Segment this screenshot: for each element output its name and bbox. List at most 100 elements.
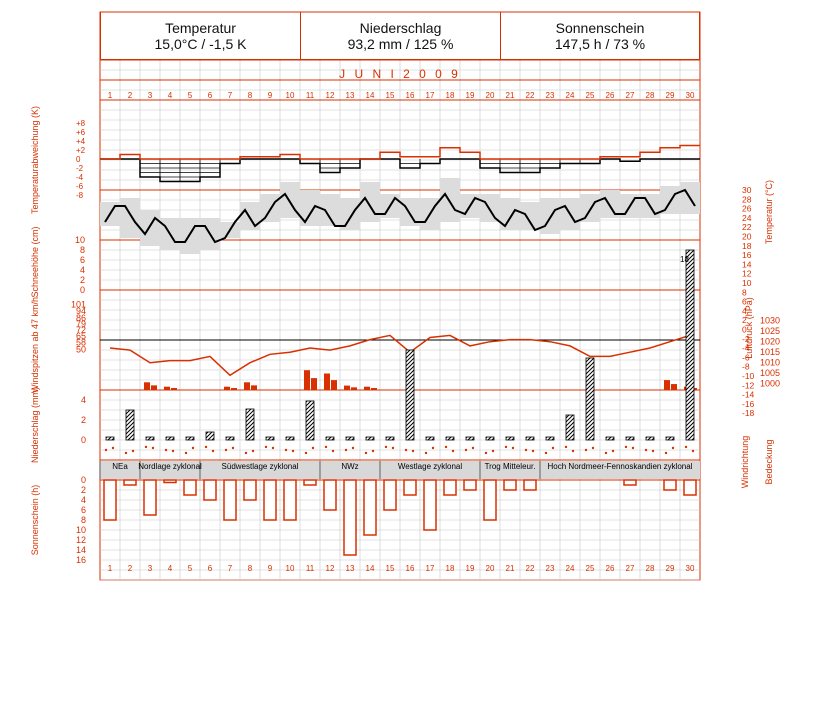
sunshine-bar — [143, 479, 157, 516]
sunshine-bar — [483, 479, 497, 521]
temperature-tick: -2 — [742, 334, 750, 344]
wind-tick: 86 — [76, 313, 86, 323]
wind-tick: 58 — [76, 337, 86, 347]
wind-tick: 94 — [76, 306, 86, 316]
header-value: 147,5 h / 73 % — [554, 36, 646, 52]
temperature-tick: -10 — [742, 371, 755, 381]
day-label-top: 3 — [148, 91, 153, 100]
day-label-bottom: 18 — [446, 564, 455, 573]
cloud-cover-dot — [331, 449, 335, 453]
temp-range-band — [520, 202, 540, 230]
temp-range-band — [480, 194, 500, 222]
pressure-axis-label: Luftdruck (hPa) — [744, 297, 754, 359]
month-title: J U N I 2 0 0 9 — [339, 67, 461, 81]
sunshine-axis-label: Sonnenschein (h) — [30, 485, 40, 556]
pressure-tick: 1030 — [760, 316, 780, 326]
cloud-cover-dot — [311, 446, 315, 450]
day-label-top: 22 — [526, 91, 535, 100]
temperature-tick: 30 — [742, 185, 752, 195]
wind-tick: 72 — [76, 325, 86, 335]
wind-direction-dot — [664, 451, 668, 455]
sunshine-bar — [163, 479, 177, 484]
temperature-tick: -16 — [742, 399, 755, 409]
temperature-tick: -8 — [742, 362, 750, 372]
wind-direction-dot — [144, 445, 148, 449]
wind-direction-dot — [544, 451, 548, 455]
weather-type-label: Hoch Nordmeer-Fennoskandien zyklonal — [548, 462, 693, 471]
temperature-mean-line — [104, 188, 696, 244]
day-label-top: 12 — [326, 91, 335, 100]
precip-bar — [385, 436, 395, 441]
snow-tick: 4 — [80, 265, 85, 275]
sunshine-bar — [443, 479, 457, 496]
day-label-bottom: 26 — [606, 564, 615, 573]
sunshine-tick: 16 — [76, 555, 86, 565]
sunshine-bar — [243, 479, 257, 501]
day-label-top: 15 — [386, 91, 395, 100]
weather-type-label: Südwestlage zyklonal — [222, 462, 299, 471]
day-label-bottom: 1 — [108, 564, 113, 573]
header-title: Temperatur — [165, 20, 236, 36]
day-label-bottom: 17 — [426, 564, 435, 573]
temp-dev-tick: -6 — [76, 182, 84, 191]
sunshine-bar — [343, 479, 357, 556]
precip-bar — [445, 436, 455, 441]
temp-range-band — [320, 194, 340, 226]
temperature-tick: -18 — [742, 408, 755, 418]
temp-range-band — [180, 218, 200, 254]
wind-direction-dot — [464, 448, 468, 452]
day-label-bottom: 16 — [406, 564, 415, 573]
day-label-bottom: 6 — [208, 564, 213, 573]
wind-tick: 50 — [76, 344, 86, 354]
sunshine-bar — [503, 479, 517, 491]
precip-bar — [365, 436, 375, 441]
precip-bar — [645, 436, 655, 441]
wind-gust-bar — [251, 385, 257, 390]
temperature-tick: 18 — [742, 241, 752, 251]
sunshine-tick: 6 — [81, 505, 86, 515]
temperature-tick: 24 — [742, 213, 752, 223]
temp-dev-axis-label: Temperaturabweichung (K) — [30, 106, 40, 214]
temp-dev-tick: +2 — [76, 146, 86, 155]
wind-direction-dot — [184, 451, 188, 455]
sunshine-bar — [423, 479, 437, 531]
sunshine-bar — [103, 479, 117, 521]
wind-gust-bar — [171, 388, 177, 390]
day-label-top: 1 — [108, 91, 113, 100]
sunshine-bar — [323, 479, 337, 511]
wind-direction-label: Windrichtung — [740, 436, 750, 489]
wind-gust-bar — [224, 386, 230, 390]
precip-bar — [265, 436, 275, 441]
snow-tick: 2 — [80, 275, 85, 285]
temperature-tick: 6 — [742, 297, 747, 307]
cloud-cover-dot — [111, 446, 115, 450]
precip-bar — [185, 436, 195, 441]
sunshine-tick: 10 — [76, 525, 86, 535]
cloud-cover-dot — [491, 449, 495, 453]
wind-axis-label: Windspitzen ab 47 km/h — [30, 297, 40, 393]
cloud-cover-dot — [451, 449, 455, 453]
precip-bar — [285, 436, 295, 441]
day-label-bottom: 25 — [586, 564, 595, 573]
cloud-cover-dot — [591, 446, 595, 450]
wind-gust-bar — [244, 382, 250, 390]
sunshine-bar — [683, 479, 697, 496]
day-label-bottom: 24 — [566, 564, 575, 573]
sunshine-bar — [223, 479, 237, 521]
temperature-tick: -12 — [742, 380, 755, 390]
cloud-cover-dot — [611, 449, 615, 453]
wind-gust-bar — [164, 386, 170, 390]
temp-dev-tick: -2 — [76, 164, 84, 173]
pressure-tick: 1005 — [760, 368, 780, 378]
wind-direction-dot — [204, 445, 208, 449]
cloud-cover-dot — [691, 449, 695, 453]
precip-bar — [625, 436, 635, 441]
temp-dev-tick: 0 — [76, 155, 81, 164]
day-label-bottom: 30 — [686, 564, 695, 573]
day-label-bottom: 27 — [626, 564, 635, 573]
cloud-cover-dot — [631, 446, 635, 450]
wind-gust-bar — [151, 385, 157, 390]
weather-type-band — [100, 461, 700, 479]
cloud-cover-dot — [651, 449, 655, 453]
precip-bar — [105, 436, 115, 441]
